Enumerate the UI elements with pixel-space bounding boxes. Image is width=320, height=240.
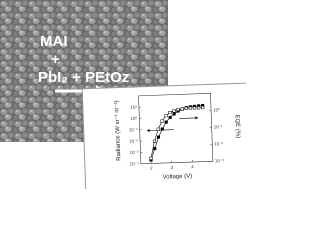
overlay-text: +	[51, 51, 60, 68]
chart-inset: Voltage (V) Radiance (W sr⁻¹ m⁻²) EQE (%…	[81, 82, 257, 198]
y-tick-label: 10⁻²	[129, 138, 139, 143]
x-tick-label: 4	[191, 164, 194, 169]
y2-tick-label: 10⁻¹	[214, 124, 224, 129]
data-point	[180, 107, 184, 111]
data-point	[201, 106, 205, 110]
y-axis-label: Radiance (W sr⁻¹ m⁻²)	[114, 100, 122, 161]
data-point	[156, 127, 160, 131]
annotation-arrow-head	[195, 116, 199, 120]
y-tick-label: 10⁻⁴	[129, 161, 139, 166]
data-point	[160, 127, 164, 131]
y2-tick-label: 10⁻²	[214, 141, 224, 146]
x-tick-label: 2	[150, 166, 153, 171]
y-tick-label: 10⁰	[130, 116, 137, 121]
y2-tick-label: 10⁻³	[215, 158, 225, 163]
inset-frame	[81, 82, 257, 198]
data-point	[164, 114, 168, 118]
data-point	[172, 109, 176, 113]
data-point	[153, 146, 157, 151]
y-tick-label: 10⁻³	[130, 150, 140, 155]
data-point	[192, 106, 197, 110]
data-point	[197, 106, 201, 110]
data-point	[164, 120, 168, 124]
data-point	[160, 119, 164, 123]
y-tick-label: 10⁻¹	[129, 127, 139, 132]
data-point	[152, 139, 157, 143]
data-point	[149, 156, 153, 160]
y2-tick-label: 10⁰	[213, 107, 220, 112]
x-tick-label: 3	[171, 165, 174, 170]
data-point	[156, 135, 161, 139]
data-point	[168, 115, 172, 120]
page: MAI + PbI₂ + PEtOz Voltage (V) Radiance …	[0, 0, 257, 198]
annotation-arrow-head	[146, 128, 150, 132]
data-point	[176, 107, 180, 112]
data-point	[184, 106, 188, 110]
overlay-text: PbI₂ + PEtOz	[38, 69, 129, 86]
y-tick-label: 10¹	[130, 104, 137, 109]
y2-axis-label: EQE (%)	[234, 115, 241, 139]
graphic: MAI + PbI₂ + PEtOz Voltage (V) Radiance …	[0, 0, 257, 198]
data-point	[188, 106, 193, 110]
overlay-text: MAI	[40, 33, 68, 50]
x-axis-label: Voltage (V)	[162, 174, 192, 181]
annotation-arrow	[179, 117, 196, 119]
data-point	[172, 112, 176, 116]
data-point	[168, 110, 172, 115]
